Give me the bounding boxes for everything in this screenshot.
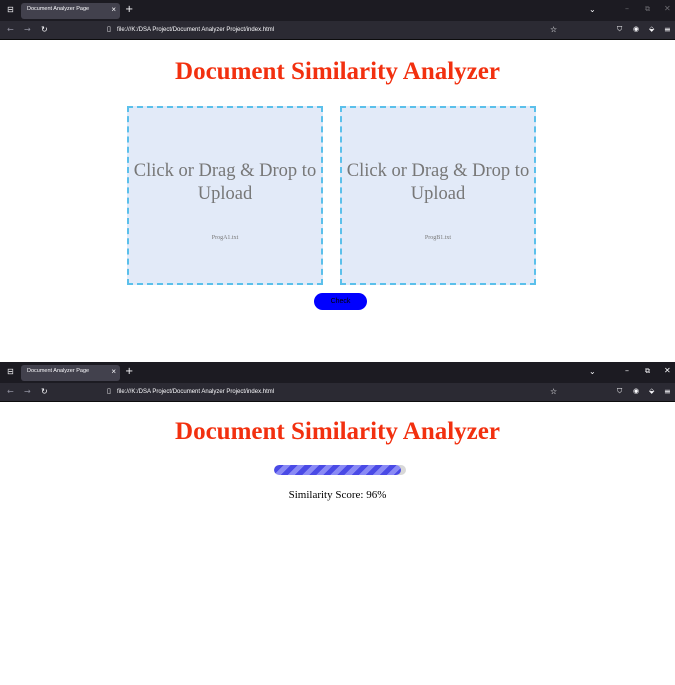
drop-zone-a[interactable]: Click or Drag & Drop to Upload ProgA1.tx…	[127, 106, 323, 285]
drop-zone-prompt: Click or Drag & Drop to Upload	[346, 161, 530, 204]
url-bar[interactable]: file:///K:/DSA Project/Document Analyzer…	[117, 27, 275, 33]
page-title: Document Similarity Analyzer	[175, 58, 500, 85]
browser-menu-icon[interactable]: ⊟	[7, 5, 14, 14]
upload-view-window: ⊟ Document Analyzer Page × + ⌄ – ⧉ ✕ ← →…	[0, 0, 675, 318]
nav-bar: ← → ↻ ▯ file:///K:/DSA Project/Document …	[0, 383, 675, 402]
similarity-progress-fill	[274, 465, 401, 475]
browser-menu-icon[interactable]: ⊟	[7, 367, 14, 376]
tab-title: Document Analyzer Page	[27, 368, 90, 374]
tab-close-icon[interactable]: ×	[111, 5, 116, 14]
bookmark-star-icon[interactable]: ☆	[550, 25, 558, 34]
tab-bar: ⊟ Document Analyzer Page × + ⌄ – ⧉ ✕	[0, 362, 675, 383]
tab-list-icon[interactable]: ⌄	[589, 367, 596, 376]
tab-bar: ⊟ Document Analyzer Page × + ⌄ – ⧉ ✕	[0, 0, 675, 21]
similarity-score: Similarity Score: 96%	[288, 489, 387, 501]
back-icon[interactable]: ←	[7, 387, 14, 396]
tab-list-icon[interactable]: ⌄	[589, 5, 596, 14]
tab-title: Document Analyzer Page	[27, 6, 90, 12]
back-icon[interactable]: ←	[7, 25, 14, 34]
pocket-icon[interactable]: ⛉	[617, 387, 623, 395]
extensions-icon[interactable]: ⬙	[649, 387, 655, 395]
forward-icon[interactable]: →	[24, 387, 31, 396]
result-view-window: ⊟ Document Analyzer Page × + ⌄ – ⧉ ✕ ← →…	[0, 362, 675, 685]
nav-bar: ← → ↻ ▯ file:///K:/DSA Project/Document …	[0, 21, 675, 40]
page-icon: ▯	[107, 25, 111, 33]
extensions-icon[interactable]: ⬙	[649, 25, 655, 33]
similarity-progress-bar	[274, 465, 406, 475]
reload-icon[interactable]: ↻	[41, 25, 48, 34]
drop-zone-file-name: ProgA1.txt	[211, 235, 239, 241]
page-title: Document Similarity Analyzer	[175, 418, 500, 445]
minimize-icon[interactable]: –	[625, 366, 629, 375]
page-icon: ▯	[107, 387, 111, 395]
drop-zone-b[interactable]: Click or Drag & Drop to Upload ProgB1.tx…	[340, 106, 536, 285]
tab-close-icon[interactable]: ×	[111, 367, 116, 376]
account-icon[interactable]: ◉	[633, 25, 640, 33]
new-tab-icon[interactable]: +	[125, 4, 134, 15]
bookmark-star-icon[interactable]: ☆	[550, 387, 558, 396]
pocket-icon[interactable]: ⛉	[617, 25, 623, 33]
app-menu-icon[interactable]: ≡	[664, 25, 671, 34]
close-window-icon[interactable]: ✕	[664, 366, 671, 375]
reload-icon[interactable]: ↻	[41, 387, 48, 396]
minimize-icon[interactable]: –	[625, 4, 629, 13]
app-menu-icon[interactable]: ≡	[664, 387, 671, 396]
restore-icon[interactable]: ⧉	[645, 5, 650, 13]
check-button[interactable]: Check	[314, 293, 367, 310]
account-icon[interactable]: ◉	[633, 387, 640, 395]
browser-tab[interactable]: Document Analyzer Page ×	[21, 365, 120, 381]
new-tab-icon[interactable]: +	[125, 366, 134, 377]
drop-zone-prompt: Click or Drag & Drop to Upload	[133, 161, 317, 204]
close-window-icon[interactable]: ✕	[664, 4, 671, 13]
browser-tab[interactable]: Document Analyzer Page ×	[21, 3, 120, 19]
forward-icon[interactable]: →	[24, 25, 31, 34]
url-bar[interactable]: file:///K:/DSA Project/Document Analyzer…	[117, 389, 275, 395]
drop-zone-file-name: ProgB1.txt	[424, 235, 452, 241]
restore-icon[interactable]: ⧉	[645, 367, 650, 375]
